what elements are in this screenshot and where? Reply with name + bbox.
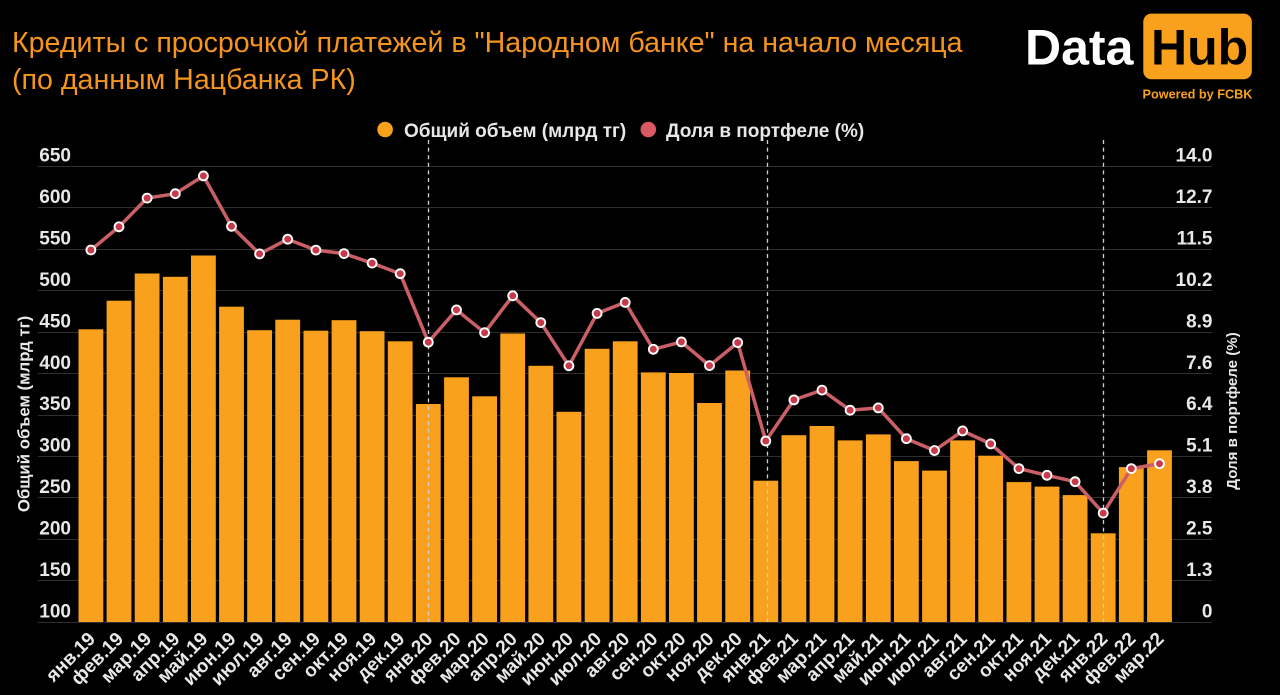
svg-text:Powered by FCBK: Powered by FCBK <box>1143 87 1254 101</box>
svg-text:Hub: Hub <box>1151 20 1248 76</box>
svg-text:8.9: 8.9 <box>1186 311 1212 332</box>
svg-text:Доля в портфеле (%): Доля в портфеле (%) <box>666 121 864 142</box>
svg-text:200: 200 <box>39 519 71 540</box>
svg-text:Data: Data <box>1025 20 1135 76</box>
svg-text:12.7: 12.7 <box>1176 187 1213 208</box>
svg-text:2.5: 2.5 <box>1186 519 1213 540</box>
svg-text:100: 100 <box>39 601 71 622</box>
svg-text:550: 550 <box>39 229 71 250</box>
svg-text:1.3: 1.3 <box>1186 560 1212 581</box>
svg-text:3.8: 3.8 <box>1186 477 1212 498</box>
svg-text:Доля в портфеле (%): Доля в портфеле (%) <box>1224 332 1241 489</box>
svg-text:400: 400 <box>39 353 71 374</box>
svg-text:Общий объем (млрд тг): Общий объем (млрд тг) <box>404 121 626 142</box>
svg-text:7.6: 7.6 <box>1186 353 1212 374</box>
svg-text:14.0: 14.0 <box>1176 146 1213 167</box>
svg-text:450: 450 <box>39 311 71 332</box>
svg-text:350: 350 <box>39 394 71 415</box>
svg-text:11.5: 11.5 <box>1177 229 1213 250</box>
svg-text:250: 250 <box>39 477 71 498</box>
svg-text:Общий объем (млрд тг): Общий объем (млрд тг) <box>15 316 34 512</box>
svg-text:150: 150 <box>39 560 71 581</box>
svg-text:0: 0 <box>1202 601 1213 622</box>
svg-text:10.2: 10.2 <box>1176 270 1213 291</box>
svg-text:300: 300 <box>39 436 71 457</box>
svg-text:600: 600 <box>39 187 71 208</box>
svg-text:650: 650 <box>39 146 71 167</box>
svg-text:6.4: 6.4 <box>1186 394 1213 415</box>
svg-text:500: 500 <box>39 270 71 291</box>
svg-text:(по данным Нацбанка РК): (по данным Нацбанка РК) <box>12 64 356 96</box>
svg-text:Кредиты с просрочкой платежей: Кредиты с просрочкой платежей в "Народно… <box>12 27 963 59</box>
svg-text:5.1: 5.1 <box>1186 436 1213 457</box>
